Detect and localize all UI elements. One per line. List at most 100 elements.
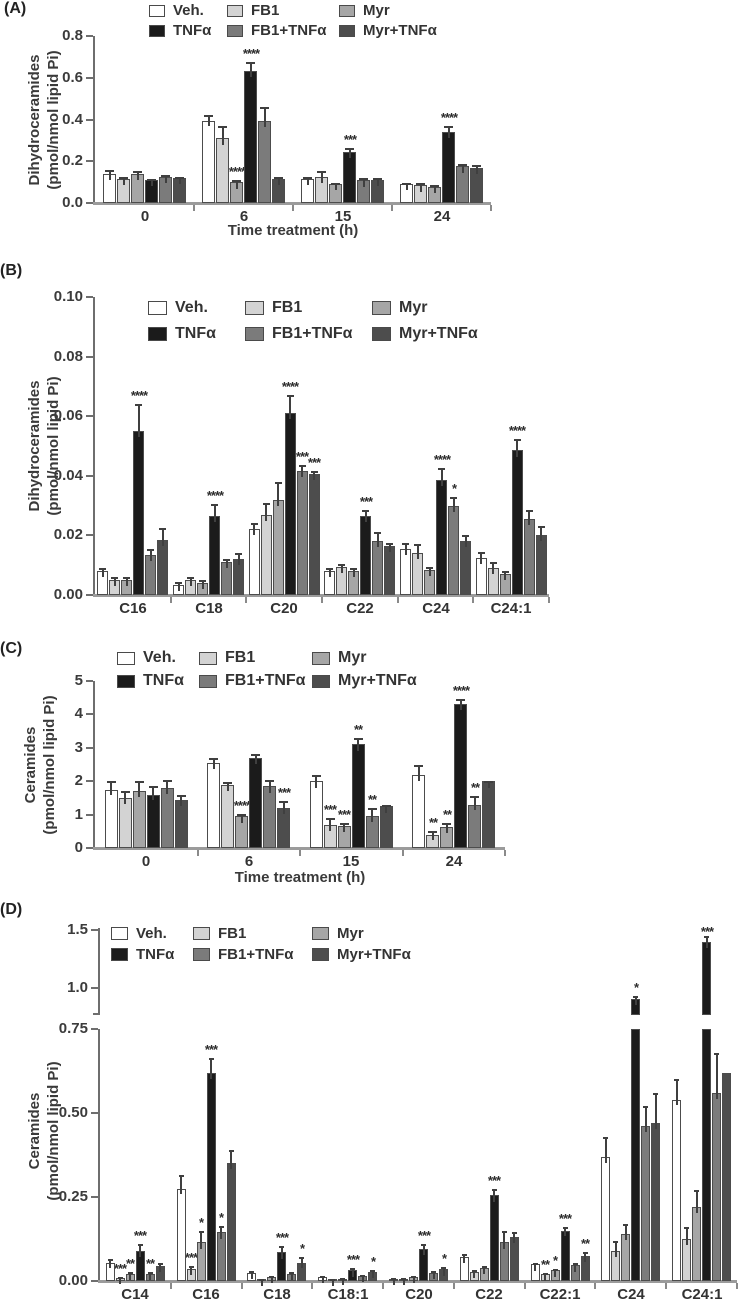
y-tick <box>86 534 93 536</box>
error-bar <box>465 535 467 547</box>
bar-veh <box>400 184 413 203</box>
bar-fb1 <box>328 1279 337 1281</box>
significance-stars: **** <box>281 379 299 394</box>
legend-label-veh: Veh. <box>136 925 167 942</box>
y-tick-label: 0.0 <box>62 194 83 211</box>
category-label: 6 <box>239 208 249 225</box>
y-axis-line <box>93 681 95 848</box>
legend-label-fb1tnf: FB1+TNFα <box>218 946 294 963</box>
bar-veh <box>531 1264 540 1281</box>
bar-myrtnf <box>173 178 186 203</box>
bar-tnf <box>490 1195 499 1281</box>
legend-item-fb1: FB1 <box>199 649 312 667</box>
error-bar <box>253 523 255 535</box>
category-label: C24 <box>617 1286 645 1303</box>
bar-fb1tnf <box>287 1274 296 1281</box>
error-bar <box>635 996 637 1005</box>
error-bar <box>341 564 343 573</box>
error-bar <box>138 404 140 437</box>
error-bar-cap <box>450 497 457 499</box>
error-bar <box>200 1231 202 1249</box>
significance-stars: *** <box>295 449 309 464</box>
error-bar-cap <box>263 503 270 505</box>
legend-label-tnf: TNFα <box>175 325 216 342</box>
significance-stars: *** <box>113 1261 127 1276</box>
error-bar <box>432 831 434 840</box>
error-bar-cap <box>350 568 357 570</box>
axis-break-tick <box>93 1013 98 1015</box>
error-bar-cap <box>326 568 333 570</box>
bar-myrtnf <box>384 546 395 595</box>
legend-swatch-myr <box>372 301 391 315</box>
error-bar <box>441 468 443 486</box>
error-bar-cap <box>421 1244 426 1246</box>
error-bar <box>349 148 351 158</box>
error-bar <box>605 1137 607 1163</box>
x-axis-line <box>93 847 505 850</box>
legend-item-myrtnf: Myr+TNFα <box>312 672 417 690</box>
legend-swatch-myrtnf <box>312 948 329 961</box>
y-tick-label: 4 <box>74 705 83 722</box>
error-bar <box>307 177 309 185</box>
error-bar-cap <box>179 1175 184 1177</box>
bar-tnf <box>147 795 160 848</box>
error-bar-cap <box>108 1259 113 1261</box>
legend-swatch-myrtnf <box>372 327 391 341</box>
category-label: C14 <box>121 1286 149 1303</box>
error-bar <box>149 1272 151 1280</box>
x-tick <box>402 850 404 856</box>
error-bar <box>343 823 345 832</box>
category-label: 15 <box>342 853 360 870</box>
bar-fb1 <box>187 1269 196 1281</box>
error-bar <box>137 171 139 180</box>
error-bar-cap <box>249 1271 254 1273</box>
legend-item-veh: Veh. <box>148 299 245 317</box>
bar-myr <box>121 580 132 595</box>
bar-tnf <box>561 1231 570 1281</box>
error-bar <box>371 808 373 822</box>
error-bar-cap <box>502 1231 507 1233</box>
y-axis-title-line2: (pmol/nmol lipid Pi) <box>45 376 62 516</box>
x-tick <box>292 205 294 211</box>
bar-myr <box>480 1268 489 1281</box>
error-bar-cap <box>603 1137 608 1139</box>
error-bar-cap <box>428 831 437 833</box>
error-bar <box>190 1266 192 1275</box>
legend-label-tnf: TNFα <box>173 22 212 39</box>
error-bar <box>261 1279 263 1286</box>
error-bar <box>162 528 164 546</box>
y-tick-label: 0.6 <box>62 69 83 86</box>
bar-myrtnf <box>581 1256 590 1281</box>
y-axis-title-line1: Ceramides <box>22 726 39 804</box>
error-bar-cap <box>223 782 232 784</box>
y-tick <box>86 35 93 37</box>
legend-swatch-veh <box>148 301 167 315</box>
error-bar <box>110 781 112 795</box>
legend-column: Veh. TNFα <box>117 649 199 695</box>
y-tick-label: 0.8 <box>62 27 83 44</box>
legend: Veh. TNFα FB1 FB1+TNFα Myr Myr+TNFα <box>148 299 478 351</box>
category-label: C24:1 <box>681 1286 723 1303</box>
y-tick <box>86 475 93 477</box>
error-bar-cap <box>373 178 382 180</box>
bar-fb1tnf <box>372 541 383 595</box>
error-bar-cap <box>414 544 421 546</box>
x-tick <box>170 597 172 603</box>
bar-veh <box>177 1189 186 1281</box>
bar-myr <box>692 1207 701 1281</box>
legend-item-veh: Veh. <box>117 649 199 667</box>
bar-fb1 <box>412 553 423 595</box>
x-tick <box>665 1283 667 1289</box>
y-tick-label: 0.02 <box>53 526 83 543</box>
legend-swatch-tnf <box>117 674 135 688</box>
error-bar-cap <box>158 1263 163 1265</box>
bar-myr <box>348 571 359 595</box>
significance-stars: * <box>441 1251 447 1266</box>
error-bar <box>332 1279 334 1286</box>
x-tick <box>504 850 506 856</box>
error-bar <box>473 1270 475 1278</box>
error-bar <box>460 699 462 710</box>
error-bar-cap <box>199 580 206 582</box>
bar-fb1tnf <box>263 786 276 848</box>
legend-swatch-veh <box>149 4 165 17</box>
